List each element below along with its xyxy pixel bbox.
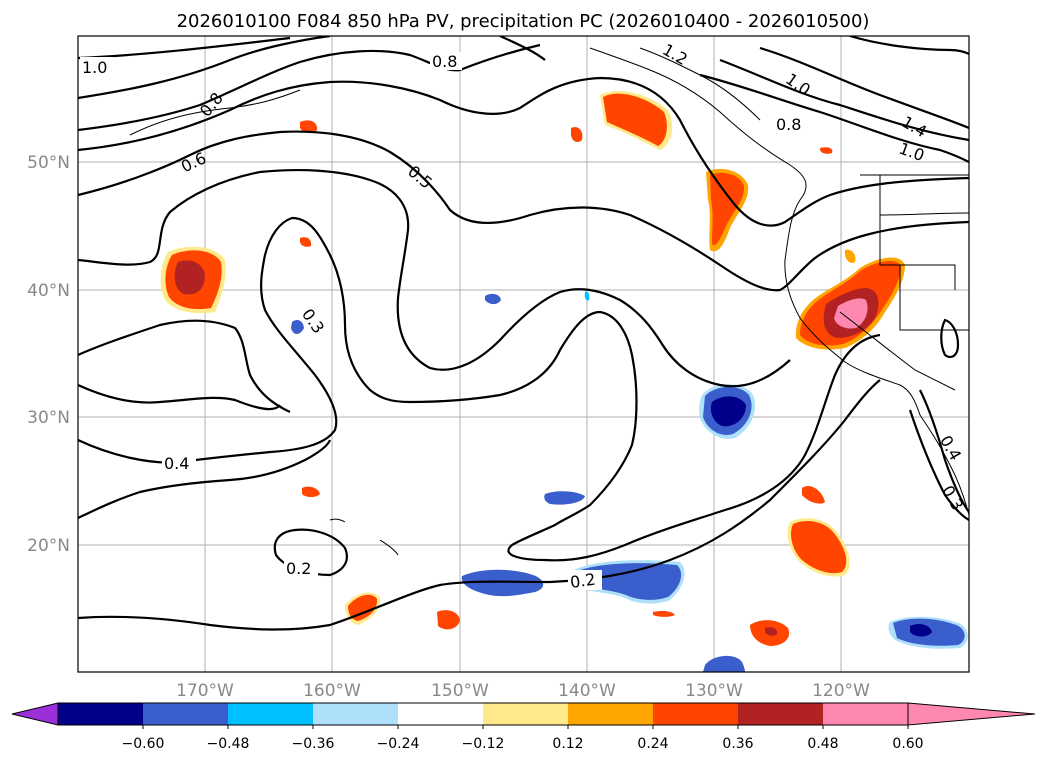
colorbar-tick: −0.24 xyxy=(377,736,420,752)
colorbar-extend-low xyxy=(11,702,59,726)
map-area: 1.0 0.8 0.8 0.6 0.5 0.3 0.4 0.2 0.2 1.2 … xyxy=(78,36,969,672)
lat-label: 50°N xyxy=(27,153,70,173)
colorbar: −0.60 −0.48 −0.36 −0.24 −0.12 0.12 0.24 … xyxy=(11,702,1036,752)
colorbar-tick: 0.12 xyxy=(552,736,583,752)
colorbar-tick: 0.24 xyxy=(637,736,668,752)
colorbar-bin xyxy=(823,703,908,725)
longitude-labels: 170°W 160°W 150°W 140°W 130°W 120°W xyxy=(176,681,870,701)
lat-label: 30°N xyxy=(27,408,70,428)
colorbar-bin xyxy=(143,703,228,725)
colorbar-tick: −0.12 xyxy=(462,736,505,752)
colorbar-bin xyxy=(738,703,823,725)
lon-label: 140°W xyxy=(558,681,616,701)
contour-label: 0.8 xyxy=(432,52,457,71)
figure-title: 2026010100 F084 850 hPa PV, precipitatio… xyxy=(177,11,870,32)
lat-label: 40°N xyxy=(27,281,70,301)
colorbar-bin xyxy=(568,703,653,725)
contour-label: 0.2 xyxy=(286,559,311,578)
contour-label: 0.4 xyxy=(164,454,189,473)
colorbar-tick: −0.36 xyxy=(292,736,335,752)
colorbar-bin xyxy=(313,703,398,725)
colorbar-tick: −0.60 xyxy=(122,736,165,752)
colorbar-tick: 0.60 xyxy=(892,736,923,752)
lon-label: 120°W xyxy=(812,681,870,701)
colorbar-tick: −0.48 xyxy=(207,736,250,752)
contour-label: 0.8 xyxy=(776,115,801,134)
colorbar-bin xyxy=(653,703,738,725)
lon-label: 160°W xyxy=(303,681,361,701)
colorbar-tick: 0.48 xyxy=(807,736,838,752)
colorbar-bin xyxy=(483,703,568,725)
precip-positive-north-pacific xyxy=(160,90,905,350)
lon-label: 150°W xyxy=(431,681,489,701)
colorbar-bin xyxy=(228,703,313,725)
pv-contours xyxy=(78,36,969,631)
colorbar-tick: 0.36 xyxy=(722,736,753,752)
contour-label: 1.0 xyxy=(82,58,107,77)
map-frame xyxy=(77,35,970,673)
coastlines xyxy=(129,47,969,556)
colorbar-extend-high xyxy=(907,702,1036,726)
lon-label: 170°W xyxy=(176,681,234,701)
lon-label: 130°W xyxy=(685,681,743,701)
latitude-labels: 50°N 40°N 30°N 20°N xyxy=(27,153,70,556)
colorbar-bin xyxy=(398,703,483,725)
colorbar-bin xyxy=(58,703,143,725)
contour-label: 0.2 xyxy=(569,570,597,592)
lat-label: 20°N xyxy=(27,536,70,556)
